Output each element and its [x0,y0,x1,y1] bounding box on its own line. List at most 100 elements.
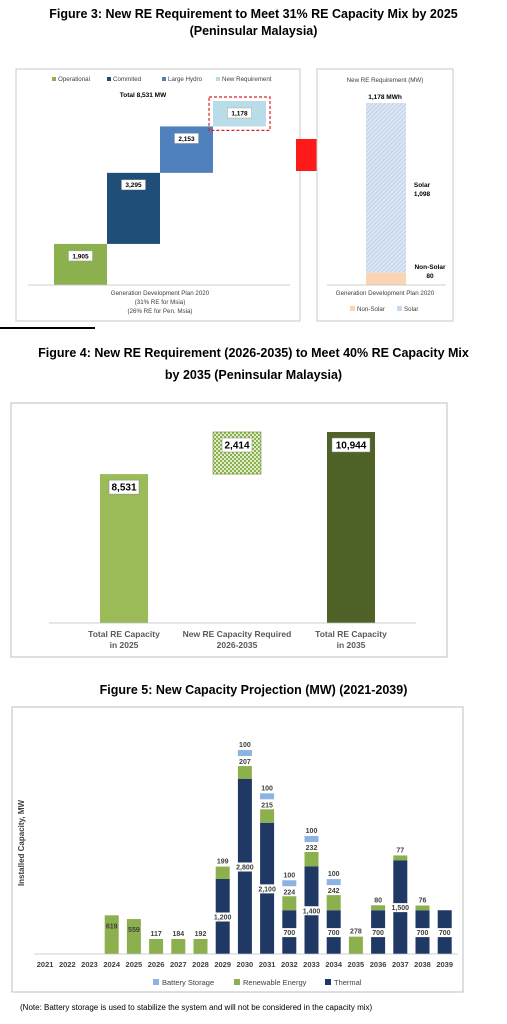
fig5-data-label-thermal: 700 [372,930,384,937]
fig3-xlabel-line3: (26% RE for Pen. Msia) [128,308,193,315]
fig5-bar-renewable-2027 [171,939,186,954]
fig5-bar-renewable-2037 [393,855,408,861]
fig5-frame [11,706,464,993]
fig5-x-tick-label: 2039 [436,960,453,969]
fig5-x-tick-label: 2033 [303,960,320,969]
fig4-x-tick-label: Total RE Capacity [88,629,160,639]
fig5-label-bg [210,912,235,922]
fig5-data-label-renewable: 559 [128,927,140,934]
fig3-right-solar-value: 1,098 [414,191,431,198]
legend-swatch-renewable-energy [234,979,240,985]
fig4-bar-total-re-capacity-in-2025 [100,474,148,623]
legend-label-large-hydro: Large Hydro [168,76,203,83]
fig4-bar-total-re-capacity-in-2035 [327,432,375,623]
fig5-bar-renewable-2026 [149,939,164,954]
fig3-title-line2: (Peninsular Malaysia) [189,24,318,38]
fig3-total-label: Total 8,531 MW [120,92,167,99]
fig5-data-label-renewable: 117 [150,931,161,938]
fig5-label-bg [410,928,435,938]
fig5-data-label-renewable: 619 [106,923,118,930]
fig5-bar-renewable-2030 [237,766,252,779]
fig5-label-bg [321,928,346,938]
fig5-x-tick-label: 2037 [392,960,409,969]
fig5-bar-renewable-2035 [348,936,363,954]
fig5-bar-battery-2032 [282,880,297,887]
fig5-data-label-renewable: 215 [261,802,273,809]
fig3-right-title: New RE Requirement (MW) [347,77,424,84]
fig4-title-line1: Figure 4: New RE Requirement (2026-2035)… [38,346,469,360]
fig5-x-tick-label: 2026 [148,960,165,969]
fig5-data-label-renewable: 199 [217,859,229,866]
fig5-x-tick-label: 2027 [170,960,187,969]
fig5-data-label-thermal: 700 [328,930,340,937]
fig4-x-tick-label: 2026-2035 [217,640,258,650]
fig5-bar-battery-2033 [304,836,319,842]
legend-swatch-non-solar [350,306,355,311]
fig4-x-tick-label: in 2025 [110,640,139,650]
fig3-bar-operational [54,243,107,285]
fig5-bar-renewable-2034 [326,895,341,911]
fig5-data-label-battery: 100 [306,828,318,835]
footnote: (Note: Battery storage is used to stabil… [20,1003,373,1012]
fig3-data-label-box [121,179,146,191]
fig3-data-label-box [68,250,93,262]
fig5-bar-battery-2031 [260,793,275,800]
fig5-x-tick-label: 2029 [214,960,231,969]
fig4-x-tick-label: Total RE Capacity [315,629,387,639]
fig5-data-label-thermal: 1,400 [303,908,321,915]
fig3-new-requirement-highlight [208,96,271,132]
fig5-bar-battery-2034 [326,879,341,886]
fig3-data-label-box [174,133,199,144]
fig5-x-tick-labels: 2021 2022 2023 2024 2025 2026 2027 2028 2029 2030… [37,960,453,969]
fig3-data-label: 1,905 [72,253,89,260]
fig3-right-nonsolar-label: Non-Solar [414,264,446,271]
fig5-data-label-thermal: 1,500 [392,905,410,912]
fig4-x-tick-label: in 2035 [337,640,366,650]
fig3-title: Figure 3: New RE Requirement to Meet 31%… [0,6,507,40]
fig5-x-tick-label: 2030 [237,960,254,969]
fig4-data-label: 2,414 [224,440,249,451]
fig5-label-bg [277,928,302,938]
legend-label-solar: Solar [404,306,418,313]
legend-label-battery-storage: Battery Storage [162,978,214,987]
fig5-data-label-renewable: 76 [419,898,427,905]
fig5-data-label-thermal: 700 [417,930,429,937]
fig5-bar-renewable-2038 [415,905,430,911]
fig5-title-text: Figure 5: New Capacity Projection (MW) (… [99,683,408,697]
fig5-x-tick-label: 2023 [81,960,98,969]
fig5-bar-renewable-2029 [215,866,230,879]
fig5-label-bg [432,928,457,938]
fig5-data-label-renewable: 77 [396,847,404,854]
fig3-xlabel-line1: Generation Development Plan 2020 [111,290,210,297]
legend-label-renewable-energy: Renewable Energy [243,978,307,987]
fig5-y-axis-label: Installed Capacity, MW [17,800,26,887]
fig4-bars: 8,531 2,414 10,944 [100,431,375,623]
fig3-title-line1: Figure 3: New RE Requirement to Meet 31%… [49,7,458,21]
fig5-data-label-thermal: 2,100 [258,886,276,893]
fig3-data-label: 1,178 [231,110,248,117]
fig5-data-label-renewable: 80 [374,897,382,904]
section-separator [0,327,95,329]
fig5-x-tick-label: 2035 [348,960,365,969]
fig3-data-label-box [227,107,252,119]
fig5-x-tick-label: 2024 [103,960,121,969]
fig4-title: Figure 4: New RE Requirement (2026-2035)… [0,345,507,384]
legend-label-operational: Operational [58,76,90,83]
fig5-x-tick-label: 2022 [59,960,76,969]
legend-swatch-new-requirement [216,77,220,81]
fig4-x-tick-label: New RE Capacity Required [183,629,292,639]
fig5-bar-renewable-2033 [304,852,319,867]
fig5-x-tick-label: 2034 [325,960,343,969]
fig5-bar-renewable-2031 [260,809,275,823]
fig5-x-tick-label: 2032 [281,960,298,969]
fig5-x-tick-label: 2038 [414,960,431,969]
fig5-bar-renewable-2024 [104,915,119,954]
fig4-data-label: 10,944 [336,441,367,452]
fig3-right-bars [366,103,406,285]
fig3-right-bar-non-solar [366,272,406,285]
fig3-right-xlabel: Generation Development Plan 2020 [336,290,435,297]
fig5-bar-renewable-2025 [126,919,141,954]
fig5-data-label-renewable: 192 [195,931,207,938]
fig5-data-label-renewable: 278 [350,929,362,936]
